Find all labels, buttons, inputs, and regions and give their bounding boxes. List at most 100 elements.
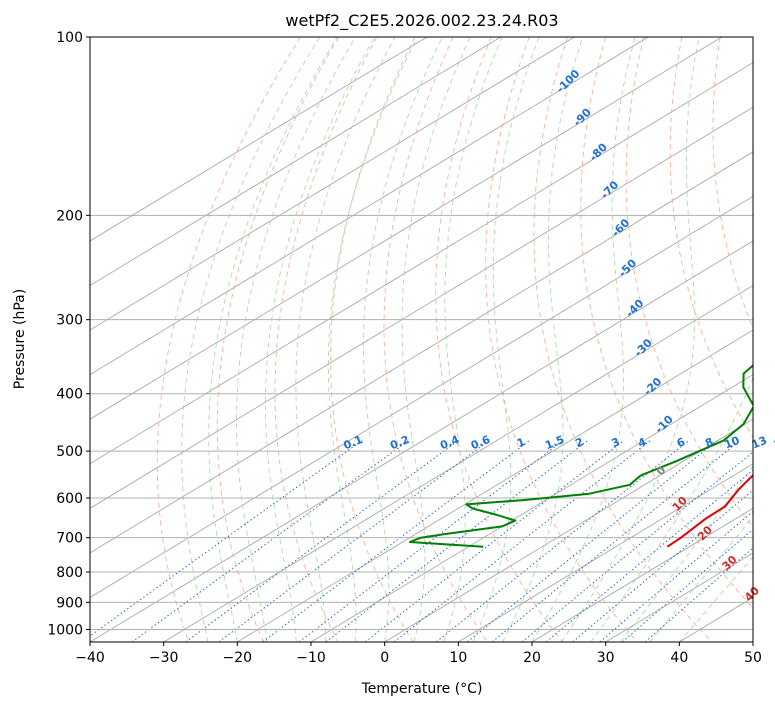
- x-tick-label: 0: [380, 650, 389, 666]
- mixing-ratio-label: 1: [515, 435, 527, 450]
- y-tick-label: 200: [56, 208, 83, 224]
- y-tick-label: 700: [56, 531, 83, 547]
- isotherm-label: -30: [632, 336, 655, 359]
- dry-adiabat-line: [274, 37, 378, 642]
- isotherm-line: [90, 37, 575, 331]
- mixing-ratio-line: [185, 440, 459, 642]
- mixing-ratio-label: 0.6: [469, 433, 492, 452]
- y-tick-label: 300: [56, 313, 83, 329]
- y-tick-label: 100: [56, 30, 83, 46]
- dry-adiabat-line: [156, 37, 301, 642]
- x-tick-label: −30: [149, 650, 179, 666]
- moist-adiabat-line: [181, 37, 321, 642]
- moist-adiabat-line: [472, 37, 540, 642]
- mixing-ratio-label: 13: [750, 434, 769, 452]
- dry-adiabat-line: [383, 37, 488, 642]
- temperature-trace: [666, 473, 753, 548]
- moist-adiabat-line: [443, 37, 503, 642]
- dry-adiabat-line: [580, 37, 753, 609]
- isotherm-label: -80: [587, 140, 610, 163]
- x-tick-label: 10: [449, 650, 467, 666]
- isotherm-line: [90, 37, 649, 376]
- isotherm-label: -90: [571, 106, 594, 129]
- isotherm-line: [90, 240, 753, 642]
- isotherm-label: -100: [554, 67, 583, 96]
- mixing-ratio-line: [644, 547, 753, 642]
- warm-isotherm-label: 20: [695, 523, 715, 543]
- mixing-ratio-line: [622, 528, 753, 642]
- mixing-ratio-line: [90, 440, 363, 637]
- moist-adiabat-line: [265, 37, 375, 642]
- x-tick-label: 40: [670, 650, 688, 666]
- mixing-ratio-line: [436, 440, 690, 642]
- x-tick-label: −40: [75, 650, 105, 666]
- mixing-ratio-line: [521, 451, 753, 642]
- dry-adiabat-line: [216, 37, 339, 642]
- pressure-grid: [90, 36, 753, 630]
- y-axis-ticks: 100 200 300 400 500 600 700 800 900 1000: [47, 30, 90, 638]
- moist-adiabat-line: [208, 37, 338, 642]
- isotherm-line: [310, 374, 753, 642]
- moist-adiabat-line: [590, 376, 753, 642]
- moist-adiabat-line: [678, 556, 753, 642]
- mixing-ratio-lines: [90, 440, 753, 642]
- mixing-ratio-label: 2: [573, 435, 585, 450]
- warm-isotherm-label: 10: [670, 494, 690, 514]
- y-tick-label: 1000: [47, 622, 83, 638]
- moist-adiabat-line: [295, 37, 396, 642]
- sounding-traces: [408, 364, 753, 548]
- mixing-ratio-label: 4: [636, 435, 648, 450]
- mixing-ratio-line: [491, 440, 741, 642]
- mixing-ratio-label: 0.1: [342, 433, 365, 452]
- isotherm-line: [90, 195, 753, 598]
- line-annotations: 0.10.20.40.611.52346810131620253036-100-…: [342, 67, 775, 604]
- dry-adiabat-line: [533, 37, 713, 642]
- y-tick-label: 600: [56, 491, 83, 507]
- moist-adiabat-line: [561, 37, 700, 642]
- mixing-ratio-line: [262, 440, 530, 642]
- isotherm-grid: [90, 37, 753, 642]
- mixing-ratio-line: [298, 440, 564, 642]
- isotherm-line: [531, 507, 753, 642]
- isotherm-label: -10: [653, 412, 676, 435]
- isotherm-line: [90, 37, 723, 420]
- y-tick-label: 800: [56, 565, 83, 581]
- moist-adiabats: [181, 37, 753, 642]
- isotherm-line: [90, 62, 753, 465]
- isotherm-line: [605, 552, 753, 642]
- mixing-ratio-label: 10: [722, 434, 741, 452]
- mixing-ratio-label: 8: [703, 435, 715, 450]
- mixing-ratio-line: [325, 440, 589, 642]
- warm-isotherm-label: 40: [742, 584, 762, 604]
- moist-adiabat-line: [236, 37, 356, 642]
- dry-adiabat-line: [435, 37, 563, 642]
- isotherm-label: -40: [623, 297, 646, 320]
- moist-adiabat-line: [531, 37, 636, 642]
- dry-adiabat-line: [330, 37, 416, 642]
- dry-adiabat-line: [755, 37, 775, 642]
- y-tick-label: 500: [56, 444, 83, 460]
- y-tick-label: 900: [56, 595, 83, 611]
- y-axis-label: Pressure (hPa): [12, 289, 28, 389]
- x-tick-label: 30: [597, 650, 615, 666]
- isotherm-line: [90, 37, 428, 242]
- x-tick-label: 20: [523, 650, 541, 666]
- isotherm-line: [90, 151, 753, 554]
- moist-adiabat-line: [401, 37, 471, 642]
- dewpoint-trace: [408, 364, 753, 548]
- dry-adiabats: [156, 37, 775, 642]
- dry-adiabat-line: [669, 37, 753, 439]
- mixing-ratio-label: 16: [772, 434, 775, 452]
- mixing-ratio-label: 3: [610, 435, 622, 450]
- moist-adiabat-line: [363, 37, 443, 642]
- isotherm-label: -50: [616, 256, 639, 279]
- isotherm-line: [90, 37, 502, 287]
- mixing-ratio-label: 6: [675, 435, 687, 450]
- x-tick-label: −10: [296, 650, 326, 666]
- dry-adiabat-line: [712, 37, 753, 330]
- x-tick-label: 50: [744, 650, 762, 666]
- moist-adiabat-line: [327, 37, 418, 642]
- isotherm-label: -70: [598, 178, 621, 201]
- isotherm-line: [163, 284, 753, 642]
- isotherm-line: [237, 329, 753, 642]
